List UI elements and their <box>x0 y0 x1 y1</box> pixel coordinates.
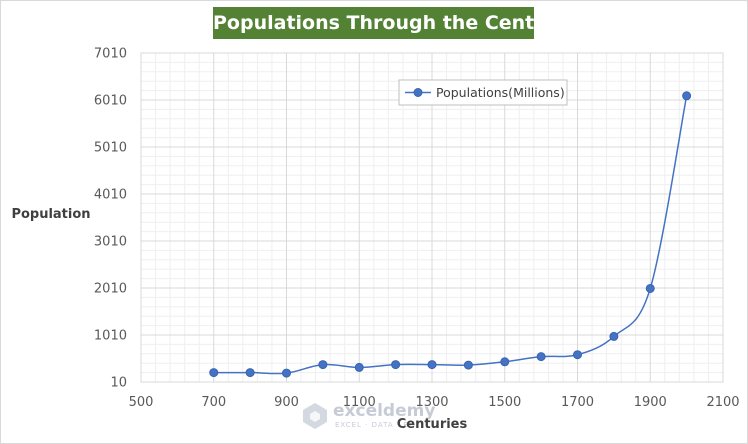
y-tick-label: 2010 <box>94 282 127 297</box>
data-point-1600 <box>536 352 546 362</box>
y-tick-label: 4010 <box>94 188 127 203</box>
data-point-1700 <box>573 350 582 360</box>
x-tick-label: 1500 <box>488 395 521 410</box>
data-point-1800 <box>609 331 619 341</box>
exceldemy-logo-icon-inner <box>310 411 320 422</box>
data-point-1200 <box>391 360 401 370</box>
watermark: exceldemy EXCEL · DATA · BI <box>303 401 435 429</box>
x-tick-label: 1700 <box>561 395 594 410</box>
legend-label-populations: Populations(Millions) <box>436 85 565 100</box>
legend: Populations(Millions) <box>398 79 568 106</box>
data-point-1300 <box>427 360 437 370</box>
y-tick-label: 7010 <box>94 47 127 62</box>
x-axis-title: Centuries <box>397 417 468 432</box>
y-axis-title: Population <box>11 207 90 222</box>
x-tick-label: 700 <box>201 395 226 410</box>
x-tick-label: 500 <box>129 395 154 410</box>
data-point-1100 <box>354 362 364 372</box>
data-point-800 <box>245 368 255 378</box>
watermark-subtext: EXCEL · DATA · BI <box>335 421 412 429</box>
data-point-900 <box>282 368 291 378</box>
x-tick-label: 1300 <box>415 395 448 410</box>
x-tick-label: 1900 <box>634 395 667 410</box>
y-tick-label: 3010 <box>94 235 127 250</box>
data-point-1900 <box>645 283 655 293</box>
y-tick-label: 10 <box>110 376 127 391</box>
series-points-populations <box>209 91 692 378</box>
y-tick-label: 6010 <box>94 94 127 109</box>
plot-area <box>140 52 724 383</box>
data-point-2000 <box>682 91 692 101</box>
x-tick-label: 1100 <box>343 395 376 410</box>
y-tick-label: 1010 <box>94 329 127 344</box>
x-tick-label: 900 <box>274 395 299 410</box>
watermark-text: exceldemy <box>333 401 435 421</box>
data-point-1500 <box>500 357 510 367</box>
y-tick-label: 5010 <box>94 141 127 156</box>
x-tick-labels: 500 700 900 1100 1300 1500 1700 1900 2100 <box>129 395 740 410</box>
data-point-1000 <box>318 360 328 370</box>
x-tick-label: 2100 <box>706 395 739 410</box>
data-point-1400 <box>463 360 473 370</box>
legend-point-marker <box>413 88 423 97</box>
chart-title: Populations Through the Centuries <box>213 7 588 39</box>
data-point-700 <box>209 368 219 378</box>
